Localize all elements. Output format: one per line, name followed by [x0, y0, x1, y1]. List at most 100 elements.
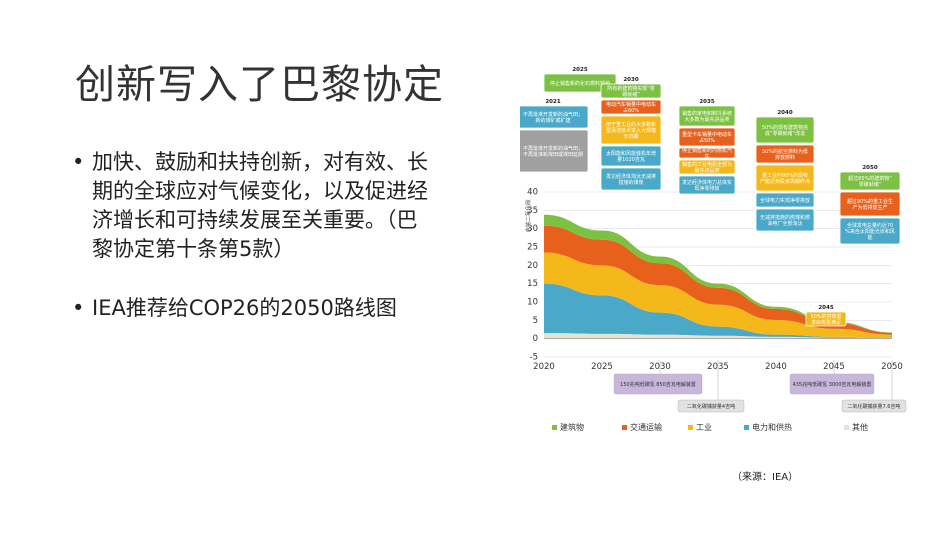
milestone-box: [600, 115, 662, 145]
milestone-year-2021: 2021: [545, 99, 560, 105]
milestone-text: 超过85%的建筑物“: [848, 175, 892, 182]
y-tick-label-8: 35: [527, 206, 538, 216]
milestone-box: [520, 105, 589, 129]
y-tick-label-9: 40: [527, 188, 538, 198]
annotation-box-2: [789, 373, 875, 395]
milestone-year-2025: 2025: [572, 67, 587, 73]
legend-swatch-1: [622, 425, 627, 430]
milestone-box: [600, 145, 662, 167]
milestone-box: [755, 116, 815, 144]
milestone-box: [520, 129, 589, 173]
milestone-text: 排放燃料: [775, 154, 795, 161]
legend-label-2: 工业: [696, 422, 712, 432]
milestone-box: [678, 147, 736, 159]
legend-label-4: 其他: [852, 422, 868, 432]
legend-label-3: 电力和供热: [752, 422, 792, 432]
milestone-text: 超过90%的重工业生: [847, 198, 893, 205]
legend-swatch-3: [744, 425, 749, 430]
bullet-list: 加快、鼓励和扶持创新，对有效、长期的全球应对气候变化，以及促进经济增长和可持续发…: [72, 148, 432, 353]
legend-label-1: 交通运输: [630, 422, 662, 432]
milestone-text: 不再批准开发新的油气田；: [523, 111, 583, 118]
milestone-text: 重工业约90%的现有: [762, 172, 808, 179]
milestone-text: 量1020吉瓦: [617, 156, 645, 163]
y-tick-label-2: 5: [533, 316, 538, 326]
milestone-text: 销售的家电和制冷系统: [682, 110, 732, 117]
milestone-box: [839, 191, 901, 217]
milestone-box: [839, 171, 901, 191]
milestone-text: 占50%: [699, 137, 715, 144]
milestone-box: [805, 311, 847, 327]
area-series-0: [544, 333, 892, 339]
milestone-text: 产能达到投资周期终点: [760, 178, 810, 185]
milestone-text: 全球电力实现净零排放: [760, 197, 810, 204]
area-series-1: [544, 283, 892, 338]
milestone-box: [755, 144, 815, 164]
milestone-text: 50%的航空燃料为低: [762, 148, 808, 155]
area-series-4: [544, 214, 892, 333]
milestone-text: 占60%: [623, 107, 639, 114]
milestone-year-2050: 2050: [862, 165, 877, 171]
annotation-box-3: [841, 399, 907, 413]
y-tick-label-1: 0: [533, 334, 538, 344]
milestone-text: 太阳能和风能装机年增: [606, 150, 656, 157]
milestone-text: 发达经济体电力总体实: [682, 179, 732, 186]
milestone-text: 成“零碳就绪”改造: [765, 130, 805, 137]
milestone-text: 新的煤矿或扩建: [535, 117, 570, 124]
y-tick-label-4: 15: [527, 279, 538, 289]
y-tick-label-3: 10: [527, 298, 538, 308]
slide-title: 创新写入了巴黎协定: [75, 62, 444, 108]
milestone-text: 能: [867, 234, 872, 241]
milestone-year-2035: 2035: [699, 99, 714, 105]
milestone-text: 现净零排放: [694, 185, 719, 192]
milestone-text: 50%的供热需: [810, 313, 841, 320]
milestone-text: 最先进品类: [694, 167, 719, 174]
milestone-text: 停止销售新的内燃机汽: [682, 147, 732, 154]
annotation-text-1: 二氧化碳捕获量4吉吨: [687, 403, 735, 410]
milestone-text: %来自太阳能光伏和风: [845, 228, 895, 235]
milestone-box: [600, 167, 662, 191]
x-tick-label-1: 2025: [591, 362, 613, 372]
milestone-text: 不再批准新煤田或煤田延期: [523, 151, 583, 158]
milestone-text: 用于重工业的大多数新: [606, 121, 656, 128]
y-axis-label: 吉吨二氧化碳: [524, 199, 532, 233]
annotation-text-0: 150兆吨低碳氢 850吉瓦电解装置: [620, 381, 696, 388]
milestone-text: 无减排措施的燃煤和燃: [760, 214, 810, 221]
y-tick-label-6: 25: [527, 243, 538, 253]
milestone-text: 全球发电总量约近70: [847, 222, 893, 229]
y-tick-label-5: 20: [527, 261, 538, 271]
y-tick-label-0: -5: [530, 353, 538, 363]
milestone-year-2045: 2045: [818, 305, 833, 311]
milestone-box: [600, 83, 662, 99]
milestone-text: 所有新建筑物实现“零: [607, 85, 655, 92]
legend-swatch-0: [552, 425, 557, 430]
milestone-text: 发达经济体淘汰无减排: [606, 173, 656, 180]
annotation-text-2: 435兆吨低碳氢 3000吉瓦电解装置: [793, 381, 872, 388]
bullet-item-2: IEA推荐给COP26的2050路线图: [72, 294, 432, 323]
legend-swatch-2: [688, 425, 693, 430]
bullet-item-1: 加快、鼓励和扶持创新，对有效、长期的全球应对气候变化，以及促进经济增长和可持续发…: [72, 148, 432, 264]
milestone-box: [839, 217, 901, 245]
legend-swatch-4: [844, 425, 849, 430]
legend-label-0: 建筑物: [560, 422, 584, 432]
milestone-text: 电动汽车销量中电动车: [606, 101, 656, 108]
milestone-box: [543, 73, 617, 93]
milestone-text: 不再批准开发新的油气田；: [523, 145, 583, 152]
milestone-text: 车: [704, 153, 709, 160]
milestone-text: 停止销售新的化石燃料锅炉: [550, 80, 610, 87]
milestone-box: [678, 159, 736, 175]
milestone-text: 求由热泵满足: [811, 319, 841, 326]
milestone-year-2030: 2030: [623, 77, 638, 83]
milestone-text: 措施的煤炭: [618, 179, 643, 186]
milestone-text: 油电厂全部淘汰: [767, 220, 802, 227]
milestone-text: 产为低排放生产: [852, 204, 887, 211]
milestone-text: 大多数为最先进品类: [684, 116, 729, 123]
milestone-box: [678, 175, 736, 195]
milestone-year-2040: 2040: [777, 110, 792, 116]
milestone-text: 碳就绪”: [622, 91, 640, 98]
annotation-box-0: [613, 373, 703, 395]
area-series-2: [544, 252, 892, 338]
source-note: （来源：IEA）: [732, 472, 799, 483]
milestone-text: 示范期: [623, 133, 638, 140]
milestone-box: [678, 127, 736, 147]
